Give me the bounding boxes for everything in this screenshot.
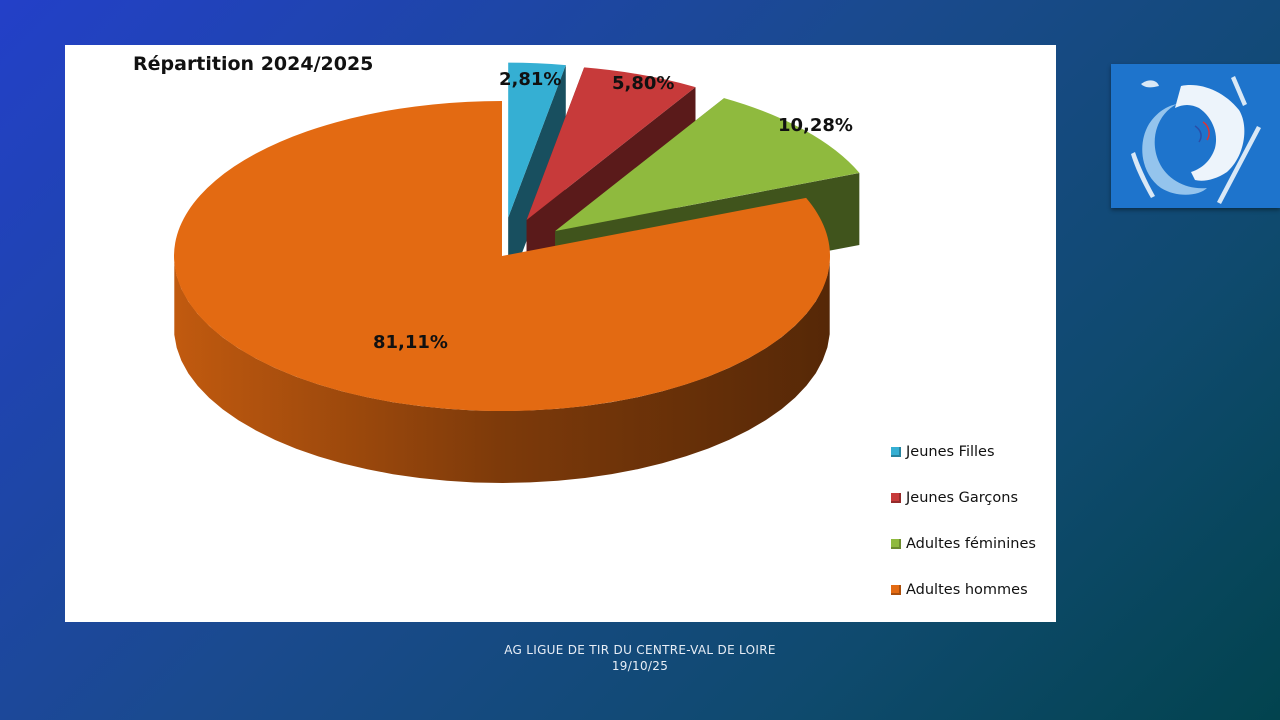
federation-logo bbox=[1111, 64, 1280, 208]
pie-chart bbox=[174, 62, 860, 483]
slice-side-wall bbox=[174, 262, 830, 483]
slice-top bbox=[555, 98, 860, 231]
legend-item-adultes-hommes: Adultes hommes bbox=[891, 567, 1036, 613]
slice-jeunes-filles bbox=[508, 62, 566, 290]
legend-label: Adultes hommes bbox=[906, 582, 1028, 598]
chart-title: Répartition 2024/2025 bbox=[133, 53, 374, 75]
legend-label: Jeunes Filles bbox=[906, 444, 995, 460]
chart-panel: Répartition 2024/2025 2,81% 5,80% 10,28%… bbox=[65, 45, 1056, 622]
legend-swatch bbox=[891, 585, 901, 595]
slice-top bbox=[508, 62, 566, 218]
data-label-jeunes-garcons: 5,80% bbox=[612, 73, 675, 94]
federation-shooting-logo-icon bbox=[1131, 76, 1261, 204]
legend-label: Jeunes Garçons bbox=[906, 490, 1019, 506]
footer-line-1: AG LIGUE DE TIR DU CENTRE-VAL DE LOIRE bbox=[504, 643, 776, 657]
legend-swatch bbox=[891, 539, 901, 549]
slice-top bbox=[526, 67, 696, 220]
data-label-adultes-feminines: 10,28% bbox=[778, 115, 853, 136]
legend-item-jeunes-garcons: Jeunes Garçons bbox=[891, 475, 1036, 521]
chart-legend: Jeunes Filles Jeunes Garçons Adultes fém… bbox=[891, 429, 1036, 613]
legend-label: Adultes féminines bbox=[906, 536, 1036, 552]
slice-adultes-hommes bbox=[174, 101, 831, 483]
data-label-adultes-hommes: 81,11% bbox=[373, 332, 448, 353]
legend-item-jeunes-filles: Jeunes Filles bbox=[891, 429, 1036, 475]
legend-swatch bbox=[891, 493, 901, 503]
slice-cut-face bbox=[508, 65, 566, 290]
slice-top bbox=[174, 101, 831, 411]
data-label-jeunes-filles: 2,81% bbox=[499, 69, 562, 90]
footer-line-2: 19/10/25 bbox=[611, 659, 669, 673]
legend-item-adultes-feminines: Adultes féminines bbox=[891, 521, 1036, 567]
legend-swatch bbox=[891, 447, 901, 457]
